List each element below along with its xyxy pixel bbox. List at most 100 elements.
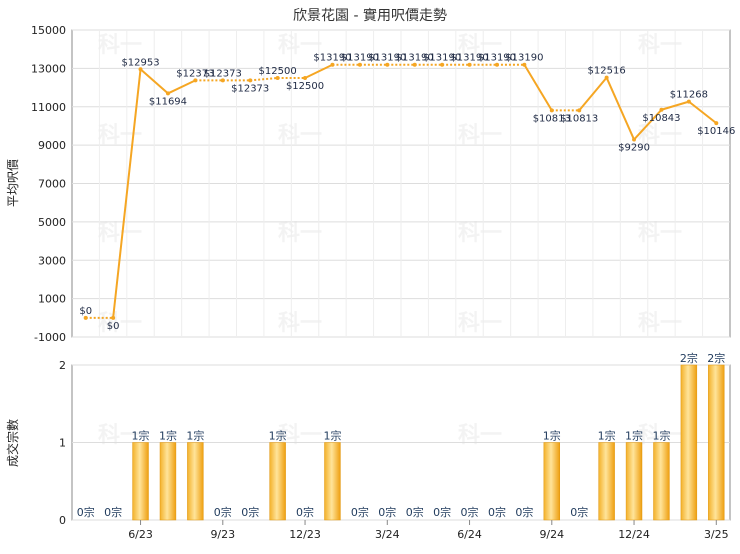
- transaction-bar: [708, 364, 725, 521]
- count-tick-label: 2: [59, 359, 66, 372]
- transaction-bar: [187, 442, 204, 521]
- bar-data-label: 0宗: [351, 505, 369, 519]
- price-data-label: $10813: [533, 113, 571, 124]
- watermark-text: 科一: [278, 221, 322, 246]
- x-tick-label: 6/23: [128, 528, 153, 541]
- watermark-text: 科一: [458, 221, 502, 246]
- price-data-label: $13190: [313, 53, 351, 64]
- price-tick-label: 15000: [31, 24, 66, 37]
- bar-data-label: 2宗: [707, 351, 725, 365]
- price-point: [659, 107, 664, 112]
- price-data-label: $13190: [341, 53, 379, 64]
- bar-data-label: 0宗: [570, 505, 588, 519]
- watermark-text: 科一: [458, 423, 502, 448]
- price-data-label: $13190: [368, 53, 406, 64]
- transaction-bar: [159, 442, 177, 521]
- price-tick-label: 11000: [31, 101, 66, 114]
- price-data-label: $12373: [204, 68, 242, 79]
- chart-title: 欣景花園 - 實用呎價走勢: [293, 7, 447, 24]
- price-data-label: $0: [79, 306, 92, 317]
- price-point: [138, 67, 143, 72]
- price-data-label: $10813: [560, 113, 598, 124]
- price-tick-label: 1000: [38, 293, 66, 306]
- price-data-label: $12373: [231, 83, 269, 94]
- price-tick-label: 3000: [38, 254, 66, 267]
- bar-data-label: 1宗: [598, 429, 616, 443]
- price-line-segment: [167, 79, 196, 95]
- watermark-text: 科一: [278, 123, 322, 148]
- price-point: [714, 121, 719, 126]
- price-line-plot: -1000 1000 3000 5000 7000 9000 11000 13000 15000…: [31, 24, 735, 344]
- bar-data-label: 0宗: [515, 505, 533, 519]
- x-tick-label: 9/23: [210, 528, 235, 541]
- price-line-segment: [688, 100, 717, 124]
- bar-data-label: 0宗: [488, 505, 506, 519]
- x-tick-label: 3/24: [375, 528, 400, 541]
- transaction-bar: [653, 442, 670, 521]
- price-data-label: $10146: [697, 126, 735, 137]
- price-data-label: $12516: [588, 66, 626, 77]
- price-point: [303, 75, 308, 80]
- transaction-bar: [598, 442, 615, 521]
- price-tick-label: 9000: [38, 139, 66, 152]
- price-point: [111, 315, 116, 320]
- watermark-text: 科一: [98, 33, 142, 58]
- price-point: [220, 78, 225, 83]
- price-data-label: $12500: [286, 81, 324, 92]
- price-point: [686, 99, 691, 104]
- bar-data-label: 0宗: [378, 505, 396, 519]
- price-line-segment: [112, 69, 142, 318]
- bar-data-label: 1宗: [269, 429, 287, 443]
- watermark-text: 科一: [458, 123, 502, 148]
- price-point: [275, 75, 280, 80]
- price-line-segment: [250, 76, 278, 82]
- bar-data-label: 0宗: [77, 505, 95, 519]
- price-line-segment: [605, 77, 635, 140]
- price-point: [248, 78, 253, 83]
- transaction-bar-plot: 0 1 2 0宗 0宗 1宗 1宗 1宗 0宗 0宗 1宗 0宗 1宗 0宗 0宗 0宗 0宗 0宗 0宗 0宗 1宗 0…: [59, 351, 731, 541]
- transaction-bar: [324, 442, 341, 521]
- watermark-layer: 科一科一科一科一科一科一科一科一科一科一科一科一科一科一科一科一科一科一科一科一: [98, 33, 682, 448]
- price-point: [632, 137, 637, 142]
- price-data-label: $0: [107, 321, 120, 332]
- price-point: [440, 62, 445, 67]
- price-data-label: $10843: [642, 113, 680, 124]
- price-data-label: $11694: [149, 96, 187, 107]
- price-point: [165, 91, 170, 96]
- transaction-bar: [132, 442, 149, 521]
- price-data-label: $9290: [618, 143, 650, 154]
- price-data-label: $13190: [396, 53, 434, 64]
- transaction-bar: [543, 442, 560, 521]
- price-data-label: $11268: [670, 90, 708, 101]
- x-tick-label: 6/24: [457, 528, 482, 541]
- price-point: [604, 75, 609, 80]
- watermark-text: 科一: [458, 33, 502, 58]
- watermark-text: 科一: [98, 221, 142, 246]
- transaction-bar: [269, 442, 286, 521]
- transaction-bar: [625, 442, 643, 521]
- bar-data-label: 0宗: [104, 505, 122, 519]
- price-line-segment: [578, 77, 608, 111]
- bar-data-label: 1宗: [625, 429, 643, 443]
- price-point: [193, 78, 198, 83]
- watermark-text: 科一: [278, 33, 322, 58]
- price-tick-label: 7000: [38, 178, 66, 191]
- bar-data-label: 0宗: [406, 505, 424, 519]
- price-data-label: $12373: [176, 68, 214, 79]
- count-axis-title: 成交宗數: [5, 419, 20, 467]
- price-point: [577, 108, 582, 113]
- bar-data-label: 0宗: [296, 505, 314, 519]
- watermark-text: 科一: [98, 123, 142, 148]
- bar-data-label: 1宗: [543, 429, 561, 443]
- price-data-label: $12953: [121, 57, 159, 68]
- watermark-text: 科一: [278, 311, 322, 336]
- price-point: [83, 315, 88, 320]
- price-line-segment: [304, 63, 333, 79]
- price-tick-label: -1000: [34, 331, 66, 344]
- price-line-segment: [523, 64, 553, 111]
- price-point: [357, 62, 362, 67]
- watermark-text: 科一: [458, 311, 502, 336]
- bar-data-label: 1宗: [186, 429, 204, 443]
